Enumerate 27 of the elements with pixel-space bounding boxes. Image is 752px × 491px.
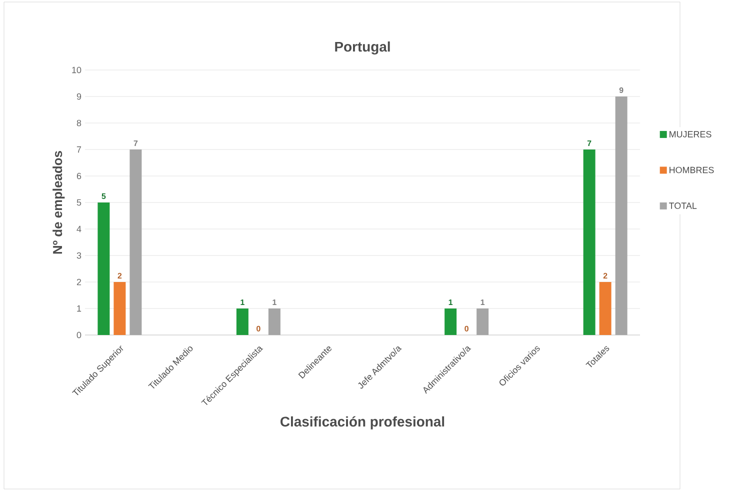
y-tick-label: 1: [77, 305, 82, 312]
bar: [114, 282, 126, 335]
y-tick-label: 5: [76, 199, 82, 206]
chart-title: Portugal: [335, 41, 390, 54]
y-tick-label: 6: [76, 172, 82, 180]
y-tick-label: 3: [76, 252, 82, 259]
y-tick-label: 7: [76, 146, 82, 153]
legend-label: MUJERES: [670, 131, 712, 138]
legend-label: HOMBRES: [670, 166, 714, 174]
bar: [98, 202, 110, 335]
bar: [236, 308, 248, 335]
bar: [130, 149, 142, 335]
y-axis-title: Nº de empleados: [52, 151, 65, 254]
bar: [583, 149, 596, 335]
y-tick-label: 10: [72, 66, 82, 74]
y-tick-label: 4: [76, 226, 82, 232]
bar: [615, 96, 628, 335]
bar: [599, 282, 612, 335]
bar: [268, 308, 280, 335]
y-tick-label: 8: [76, 120, 82, 126]
x-axis-title: Clasificación profesional: [280, 416, 444, 430]
bar: [476, 308, 489, 335]
legend-label: TOTAL: [669, 202, 697, 209]
bar: [444, 308, 457, 335]
y-tick-label: 0: [76, 332, 82, 338]
y-tick-label: 9: [76, 93, 82, 100]
y-tick-label: 2: [76, 278, 82, 286]
